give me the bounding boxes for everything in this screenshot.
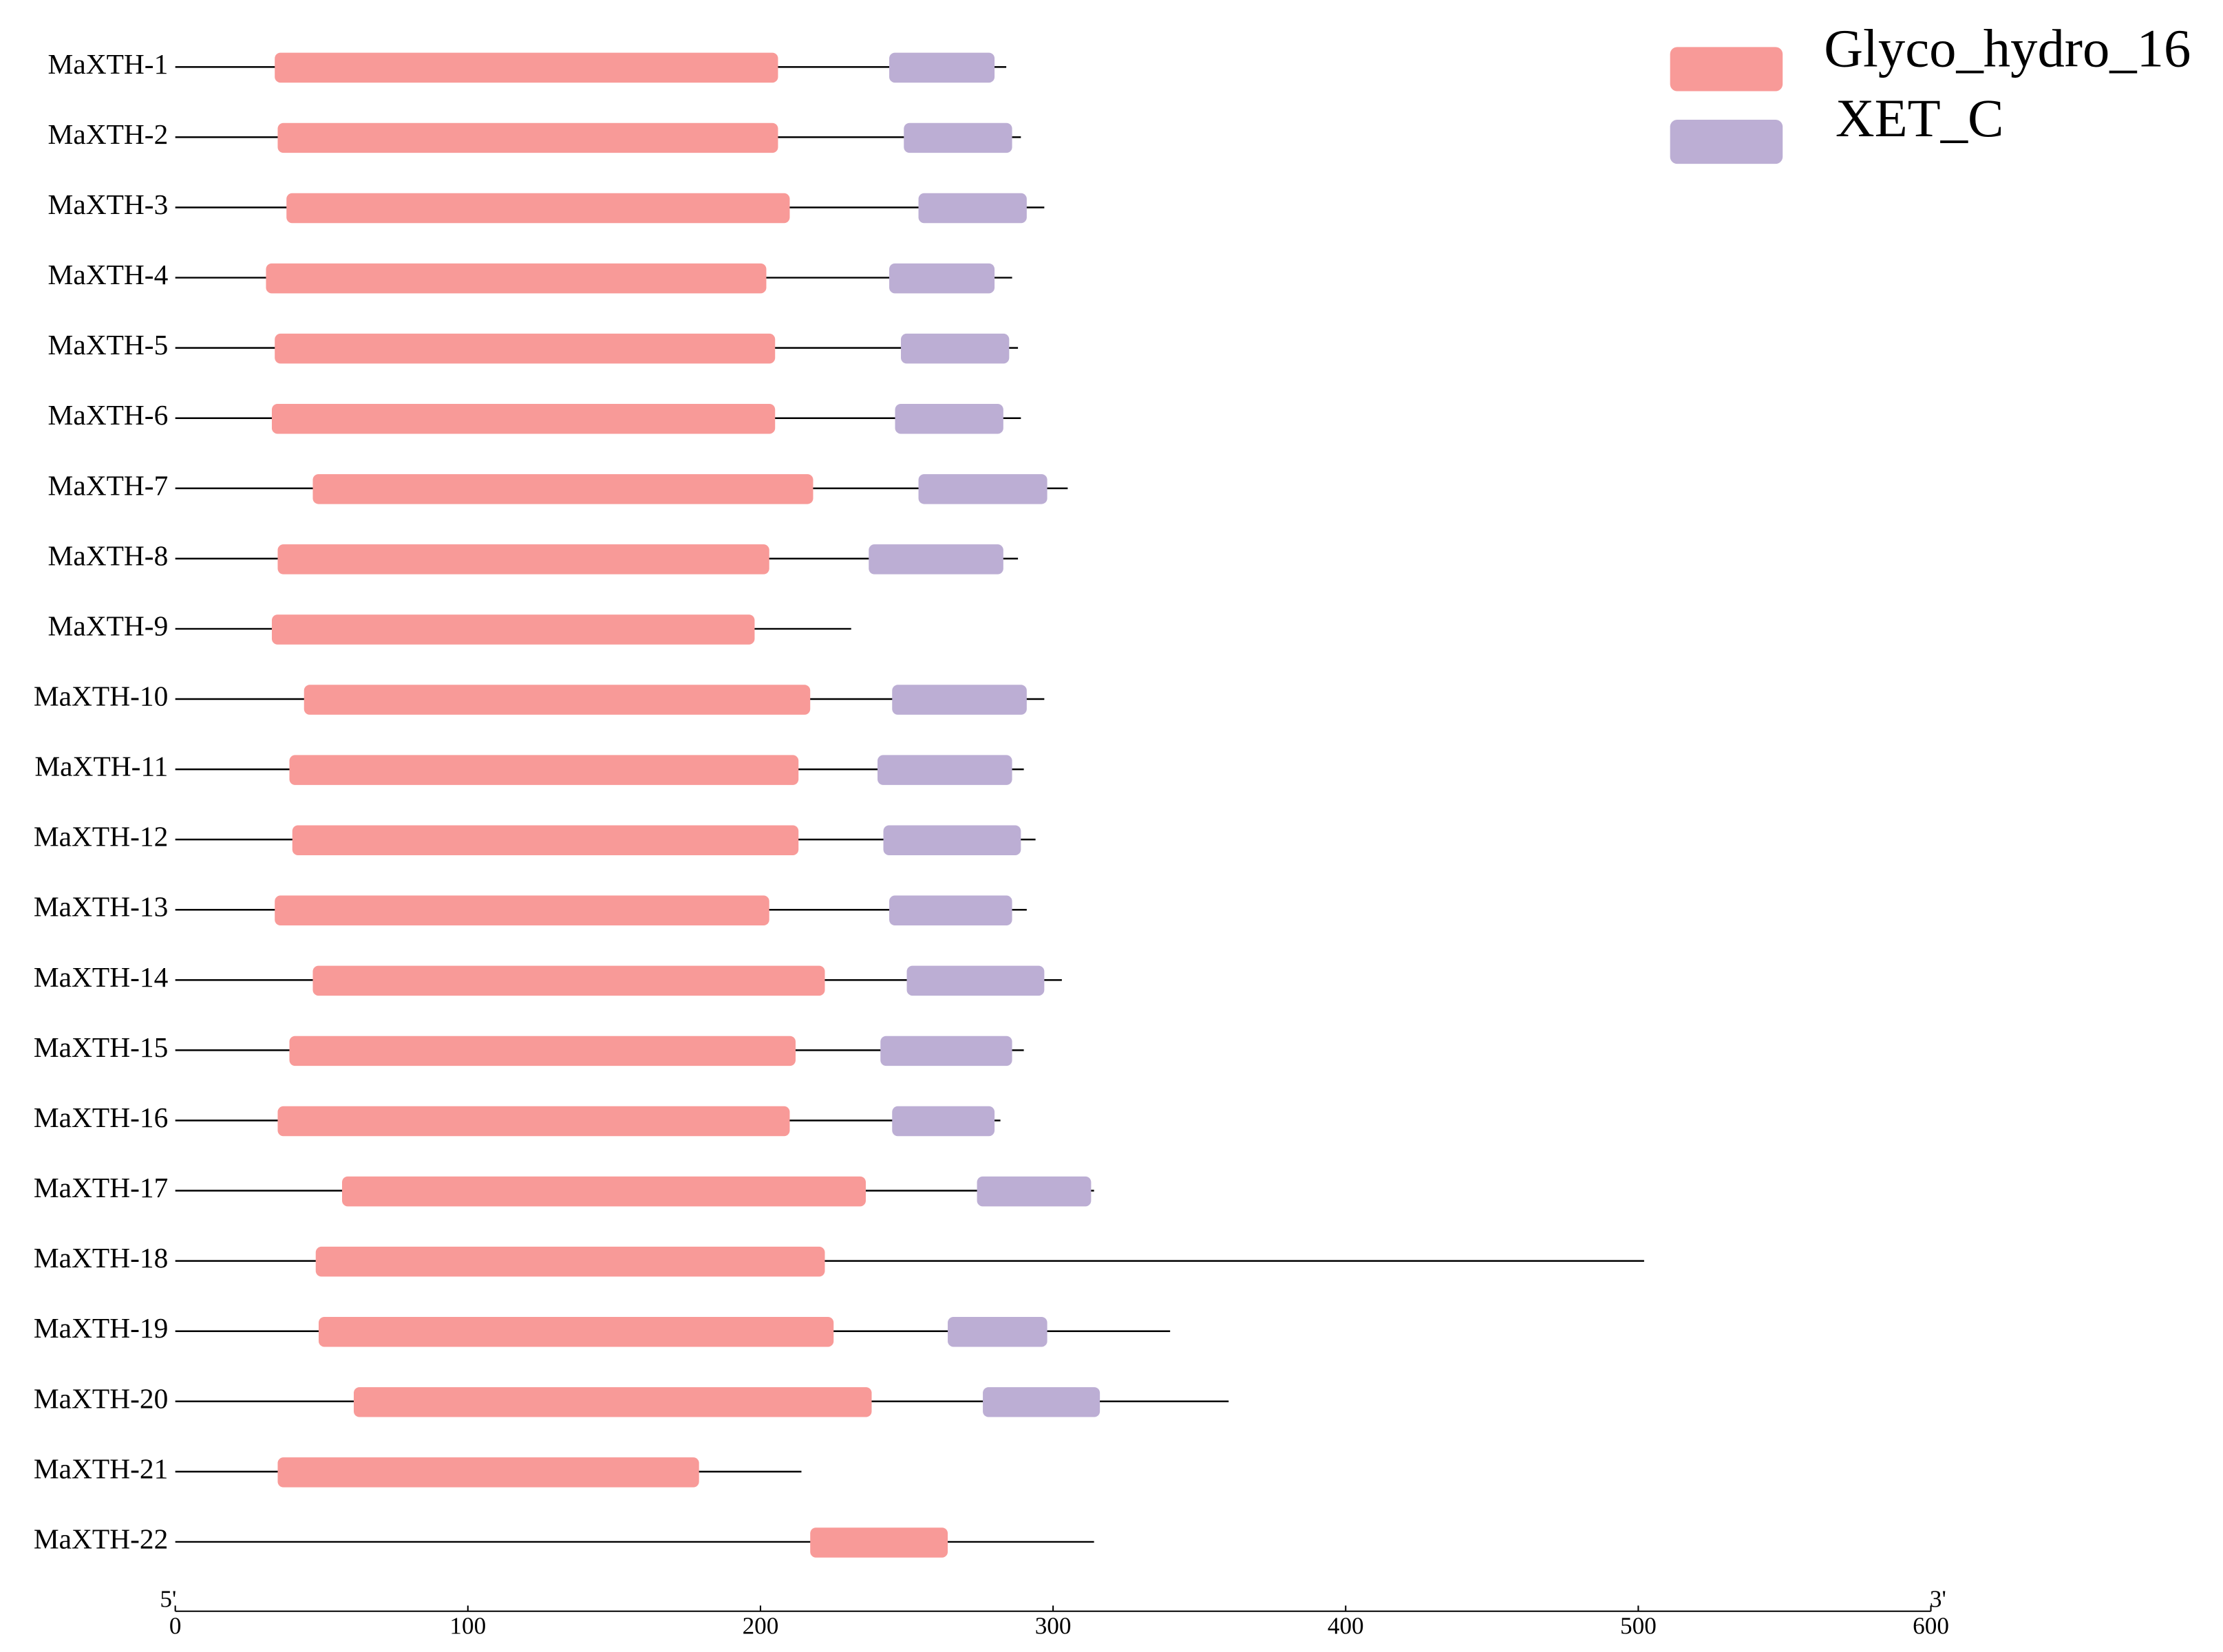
domain-bar	[883, 825, 1021, 855]
end-label-5: 5'	[160, 1585, 176, 1612]
gene-label: MaXTH-17	[34, 1172, 169, 1203]
domain-bar	[289, 755, 799, 785]
gene-label: MaXTH-8	[48, 539, 169, 571]
domain-bar	[906, 965, 1045, 996]
domain-bar	[983, 1387, 1100, 1417]
domain-bar	[901, 333, 1010, 364]
legend-swatch	[1670, 47, 1783, 92]
domain-bar	[275, 52, 778, 83]
domain-bar	[304, 685, 811, 715]
domain-bar	[318, 1316, 834, 1347]
domain-bar	[904, 122, 1012, 153]
legend-swatch	[1670, 119, 1783, 164]
domain-bar	[277, 1106, 790, 1137]
gene-label: MaXTH-10	[34, 680, 169, 712]
domain-bar	[266, 263, 767, 294]
x-tick-label: 500	[1620, 1613, 1657, 1640]
domain-bar	[312, 474, 813, 504]
gene-label: MaXTH-1	[48, 48, 169, 80]
gene-label: MaXTH-3	[48, 189, 169, 220]
domain-bar	[880, 1036, 1012, 1066]
domain-bar	[889, 263, 995, 294]
gene-label: MaXTH-14	[34, 961, 169, 993]
domain-bar	[271, 614, 755, 645]
gene-label: MaXTH-21	[34, 1452, 169, 1484]
end-label-3: 3'	[1930, 1585, 1946, 1612]
gene-label: MaXTH-2	[48, 118, 169, 150]
gene-label: MaXTH-4	[48, 259, 169, 290]
gene-label: MaXTH-12	[34, 821, 169, 852]
domain-bar	[918, 474, 1047, 504]
gene-label: MaXTH-6	[48, 399, 169, 431]
domain-bar	[315, 1246, 825, 1277]
gene-label: MaXTH-13	[34, 891, 169, 923]
domain-bar	[342, 1176, 866, 1207]
gene-label: MaXTH-18	[34, 1242, 169, 1274]
domain-bar	[878, 755, 1012, 785]
domain-bar	[892, 1106, 995, 1137]
domain-bar	[354, 1387, 872, 1417]
gene-label: MaXTH-15	[34, 1031, 169, 1063]
domain-bar	[918, 193, 1027, 224]
domain-bar	[271, 404, 776, 434]
domain-bar	[277, 122, 778, 153]
domain-bar	[889, 895, 1012, 926]
domain-bar	[275, 895, 769, 926]
domain-bar	[895, 404, 1003, 434]
x-tick-label: 600	[1913, 1613, 1949, 1640]
domain-bar	[289, 1036, 796, 1066]
x-tick-label: 400	[1328, 1613, 1364, 1640]
legend-label: Glyco_hydro_16	[1824, 19, 2191, 79]
domain-bar	[810, 1527, 948, 1558]
domain-bar	[312, 965, 825, 996]
gene-label: MaXTH-11	[34, 751, 168, 782]
gene-label: MaXTH-20	[34, 1382, 169, 1414]
domain-bar	[869, 544, 1003, 575]
gene-label: MaXTH-7	[48, 469, 169, 501]
domain-bar	[286, 193, 790, 224]
x-tick-label: 100	[449, 1613, 486, 1640]
x-tick-label: 300	[1035, 1613, 1072, 1640]
x-tick-label: 200	[743, 1613, 779, 1640]
gene-label: MaXTH-16	[34, 1102, 169, 1133]
domain-bar	[277, 1457, 699, 1488]
x-tick-label: 0	[169, 1613, 182, 1640]
domain-bar	[275, 333, 776, 364]
domain-bar	[892, 685, 1027, 715]
gene-label: MaXTH-22	[34, 1523, 169, 1554]
legend-label: XET_C	[1836, 89, 2004, 149]
domain-bar	[292, 825, 799, 855]
gene-label: MaXTH-19	[34, 1312, 169, 1344]
gene-label: MaXTH-9	[48, 610, 169, 641]
domain-bar	[889, 52, 995, 83]
domain-bar	[977, 1176, 1092, 1207]
domain-bar	[277, 544, 769, 575]
domain-bar	[948, 1316, 1047, 1347]
gene-label: MaXTH-5	[48, 329, 169, 361]
